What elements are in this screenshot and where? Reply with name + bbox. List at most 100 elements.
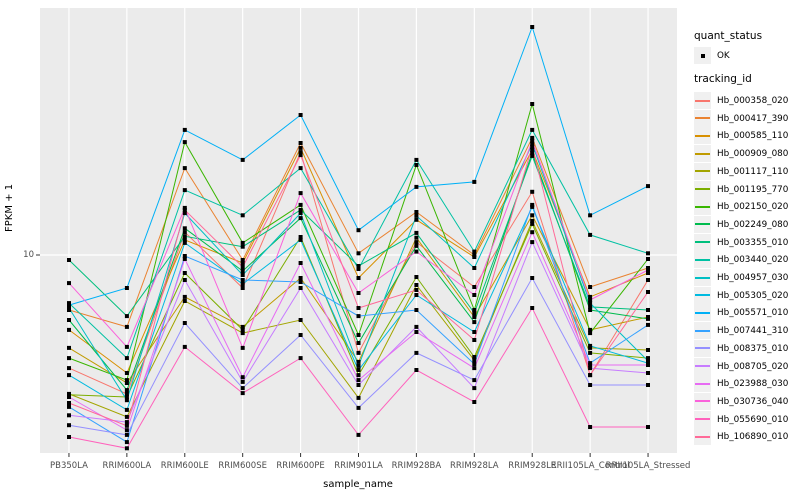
ok-point-icon xyxy=(700,53,705,58)
data-point xyxy=(240,213,245,218)
data-point xyxy=(356,350,361,355)
data-point xyxy=(67,435,71,439)
legend-key xyxy=(694,357,711,375)
data-points xyxy=(67,25,650,451)
data-point xyxy=(240,273,245,277)
data-point xyxy=(414,368,419,372)
data-point xyxy=(530,218,535,223)
data-point xyxy=(298,261,303,265)
legend-key xyxy=(694,375,711,393)
data-point xyxy=(646,308,650,312)
data-point xyxy=(182,234,187,239)
data-point xyxy=(472,315,477,319)
data-point xyxy=(414,184,419,189)
data-point xyxy=(646,316,650,321)
legend-line-swatch xyxy=(695,418,710,421)
legend-key xyxy=(694,92,711,109)
data-point xyxy=(182,188,187,193)
legend-key xyxy=(694,304,711,322)
legend-line-swatch xyxy=(695,276,710,279)
data-point xyxy=(356,276,361,280)
data-point xyxy=(124,371,129,375)
data-point xyxy=(124,378,129,383)
legend-key-ok xyxy=(694,47,711,64)
legend-key xyxy=(694,127,711,145)
data-point xyxy=(67,356,71,361)
data-point xyxy=(124,344,129,349)
data-point xyxy=(472,355,477,359)
data-point xyxy=(67,413,71,418)
x-axis-title: sample_name xyxy=(323,479,393,490)
x-tick-label: RRIM600LA xyxy=(102,461,152,471)
data-point xyxy=(124,356,129,361)
data-point xyxy=(588,366,593,371)
data-point xyxy=(182,278,187,282)
legend-label: Hb_003440_020 xyxy=(717,255,789,266)
data-point xyxy=(472,249,477,254)
data-point xyxy=(67,318,71,322)
data-point xyxy=(472,179,477,184)
data-point xyxy=(298,141,303,145)
data-point xyxy=(124,423,129,428)
data-point xyxy=(530,150,535,155)
data-point xyxy=(646,271,650,275)
data-point xyxy=(530,135,535,140)
data-point xyxy=(356,314,361,319)
data-point xyxy=(588,301,593,306)
data-point xyxy=(298,286,303,290)
data-point xyxy=(530,138,535,143)
data-point xyxy=(124,414,129,419)
data-point xyxy=(182,344,187,349)
data-point xyxy=(124,398,129,403)
data-point xyxy=(67,373,71,378)
data-point xyxy=(67,366,71,371)
legend-label: Hb_106890_010 xyxy=(717,432,789,443)
axis-ticks xyxy=(36,254,649,457)
legend-line-swatch xyxy=(695,435,710,438)
data-point xyxy=(240,261,245,265)
data-point xyxy=(67,306,71,310)
data-point xyxy=(240,258,245,262)
data-point xyxy=(356,228,361,233)
legend-line-swatch xyxy=(695,311,710,314)
legend-label: Hb_007441_310 xyxy=(717,326,789,337)
data-point xyxy=(67,327,71,332)
legend-label: Hb_000358_020 xyxy=(717,96,789,106)
data-point xyxy=(530,144,535,149)
data-point xyxy=(67,392,71,397)
data-point xyxy=(356,383,361,387)
data-point xyxy=(472,308,477,312)
data-point xyxy=(414,324,419,329)
data-point xyxy=(182,254,187,258)
data-point xyxy=(240,278,245,282)
data-point xyxy=(182,127,187,132)
legend-line-swatch xyxy=(695,170,710,173)
data-point xyxy=(298,280,303,284)
data-point xyxy=(298,191,303,196)
data-point xyxy=(414,288,419,292)
legend-line-swatch xyxy=(695,223,710,226)
legend: quant_status OK tracking_id Hb_000358_02… xyxy=(690,0,800,500)
data-point xyxy=(414,249,419,254)
data-point xyxy=(240,331,245,336)
data-point xyxy=(182,294,187,299)
data-point xyxy=(124,420,129,425)
data-point xyxy=(182,321,187,325)
data-point xyxy=(240,375,245,380)
data-point xyxy=(67,345,71,350)
data-point xyxy=(356,432,361,437)
data-point xyxy=(414,330,419,334)
data-point xyxy=(588,383,593,387)
data-point xyxy=(240,379,245,384)
data-point xyxy=(67,303,71,308)
data-point xyxy=(298,145,303,150)
data-point xyxy=(240,286,245,290)
data-point xyxy=(646,290,650,294)
legend-key xyxy=(694,215,711,233)
data-point xyxy=(588,285,593,289)
legend-key xyxy=(694,286,711,304)
data-point xyxy=(472,255,477,259)
data-point xyxy=(530,240,535,245)
data-point xyxy=(124,381,129,385)
data-point xyxy=(472,330,477,334)
